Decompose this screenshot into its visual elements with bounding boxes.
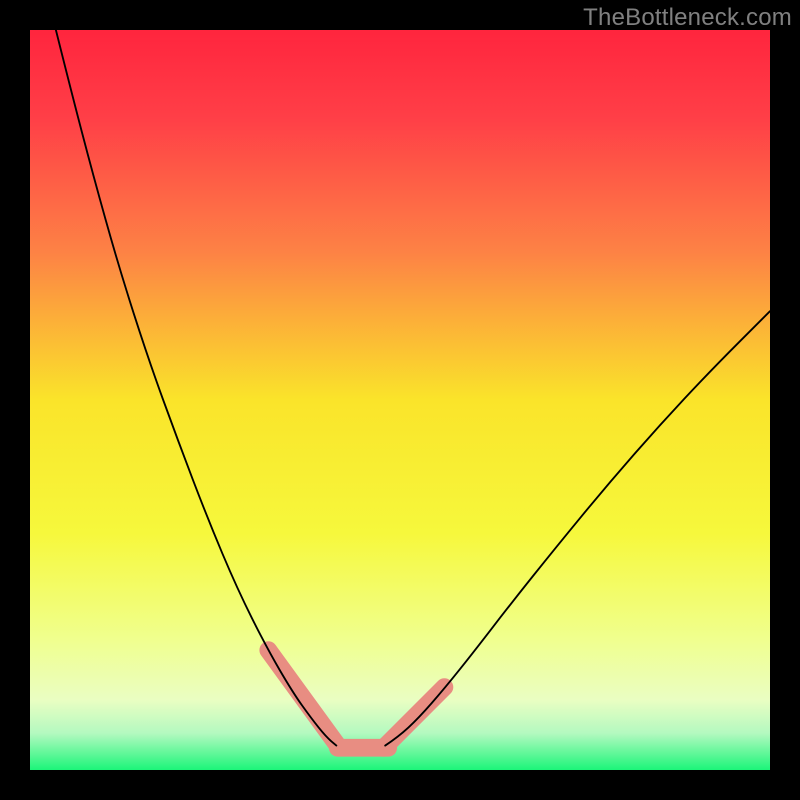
figure-root: TheBottleneck.com [0,0,800,800]
plot-area [30,30,770,770]
chart-svg [30,30,770,770]
watermark-text: TheBottleneck.com [583,4,792,32]
